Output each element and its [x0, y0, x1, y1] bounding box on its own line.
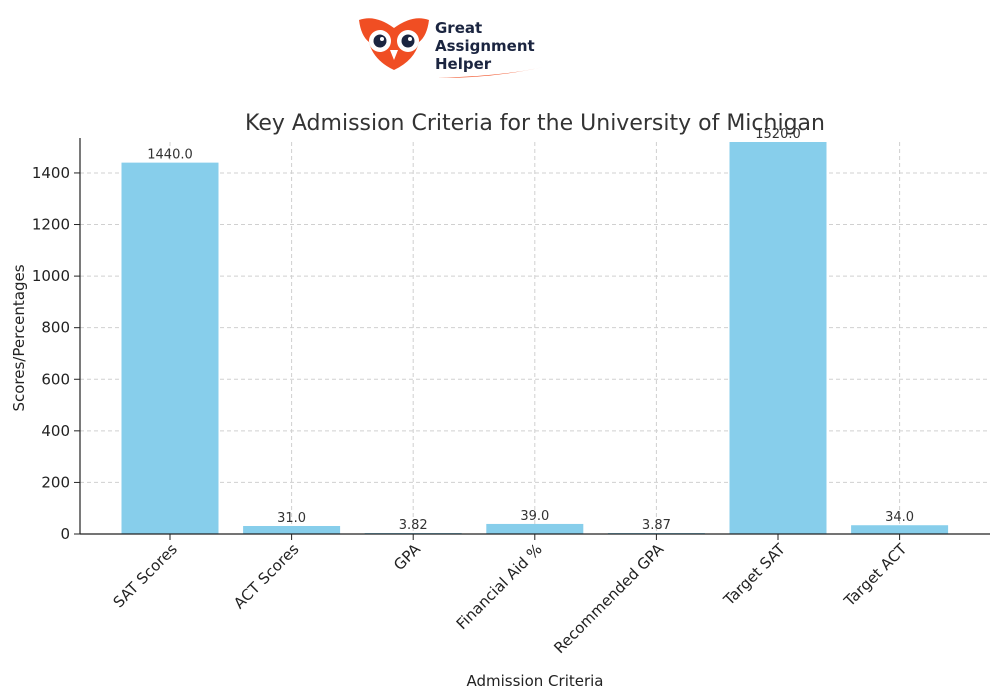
- x-tick-label: Target SAT: [719, 540, 789, 610]
- bar: [243, 526, 341, 534]
- logo-wordmark: Great Assignment Helper: [435, 19, 535, 73]
- y-tick-label: 600: [41, 370, 70, 388]
- x-tick-labels: SAT Scores ACT Scores GPA Financial Aid % Re…: [110, 540, 911, 658]
- y-axis-label: Scores/Percentages: [10, 264, 28, 411]
- logo-line-2: Assignment: [435, 37, 535, 55]
- data-label: 39.0: [520, 509, 549, 524]
- bar: [486, 523, 584, 534]
- bar: [729, 142, 827, 534]
- y-tick-labels: 0 200 400 600 800 1000 1200 1400: [32, 164, 70, 543]
- x-tick-label: Target ACT: [840, 540, 911, 611]
- data-label: 31.0: [277, 511, 306, 526]
- bars: [121, 142, 949, 534]
- axes: [74, 138, 990, 540]
- data-label: 1520.0: [755, 127, 801, 142]
- brand-logo: Great Assignment Helper: [355, 14, 545, 80]
- logo-line-3: Helper: [435, 55, 492, 73]
- y-tick-label: 0: [60, 525, 70, 543]
- y-tick-label: 1400: [32, 164, 70, 182]
- data-label: 34.0: [885, 510, 914, 525]
- data-label: 3.87: [642, 518, 671, 533]
- logo-line-1: Great: [435, 19, 483, 37]
- data-label: 3.82: [399, 518, 428, 533]
- y-tick-label: 400: [41, 422, 70, 440]
- y-tick-label: 1200: [32, 216, 70, 234]
- data-labels: 1440.0 31.0 3.82 39.0 3.87 1520.0 34.0: [147, 127, 914, 533]
- x-tick-label: GPA: [390, 540, 424, 574]
- bar: [851, 525, 949, 534]
- bar: [121, 162, 219, 534]
- data-label: 1440.0: [147, 148, 193, 163]
- y-tick-label: 1000: [32, 267, 70, 285]
- x-tick-label: Recommended GPA: [550, 540, 667, 657]
- y-tick-label: 200: [41, 473, 70, 491]
- chart-title: Key Admission Criteria for the Universit…: [245, 111, 825, 136]
- owl-logo-icon: [359, 18, 429, 70]
- x-tick-label: SAT Scores: [110, 540, 181, 611]
- x-axis-label: Admission Criteria: [467, 672, 604, 690]
- x-tick-label: ACT Scores: [230, 540, 302, 612]
- y-tick-label: 800: [41, 319, 70, 337]
- x-tick-label: Financial Aid %: [453, 540, 546, 633]
